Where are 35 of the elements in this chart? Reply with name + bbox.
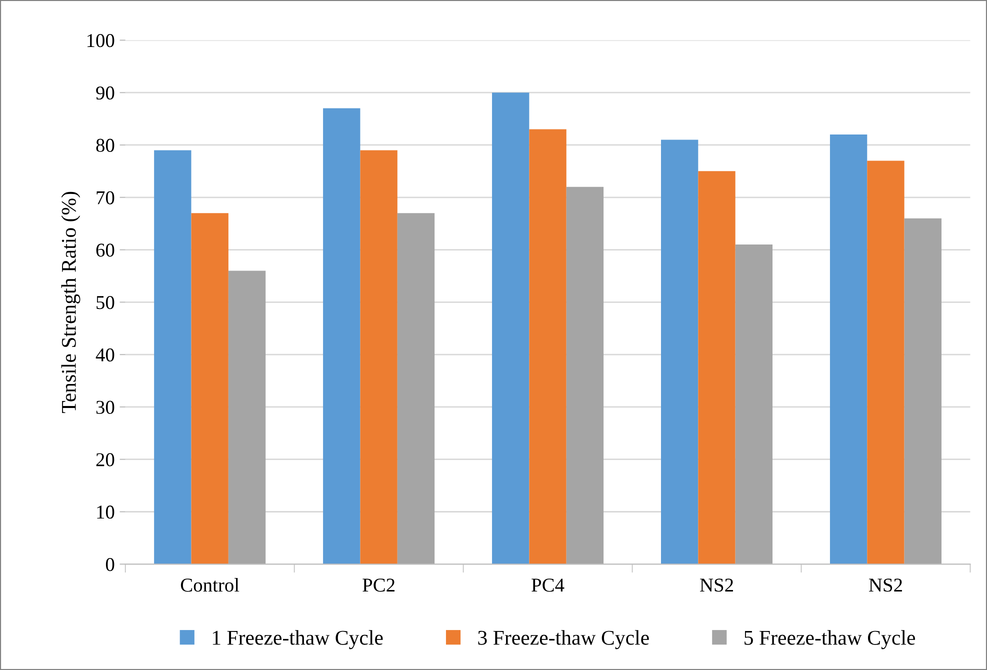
y-tick-label: 100 [87, 34, 114, 48]
bar [492, 92, 530, 564]
bar [735, 244, 773, 564]
x-tick-label: NS2 [869, 578, 902, 592]
bar [154, 150, 192, 564]
x-tick-label: NS2 [700, 578, 733, 592]
bar [698, 171, 736, 564]
y-tick-label: 50 [96, 296, 114, 310]
y-tick-label: 80 [96, 138, 114, 152]
y-axis-title: Tensile Strength Ratio (%) [61, 192, 80, 414]
y-tick-label: 30 [96, 400, 114, 414]
y-tick-label: 40 [96, 348, 114, 362]
x-tick-label: PC2 [362, 578, 394, 592]
x-tick-label: PC4 [532, 578, 564, 592]
bar [904, 218, 942, 564]
y-tick-label: 20 [96, 453, 114, 466]
bar [191, 213, 228, 564]
bar [830, 134, 868, 564]
y-tick-label: 60 [96, 244, 114, 257]
legend-label: 3 Freeze-thaw Cycle [478, 630, 649, 650]
y-tick-label: 70 [96, 191, 114, 204]
legend-label: 5 Freeze-thaw Cycle [744, 630, 915, 650]
legend-label: 1 Freeze-thaw Cycle [212, 630, 383, 650]
bar [661, 140, 698, 564]
bar [529, 129, 566, 564]
bar [867, 160, 904, 564]
bar [228, 270, 266, 564]
bar [323, 108, 360, 564]
y-tick-label: 90 [96, 86, 114, 100]
y-tick-label: 10 [97, 506, 114, 519]
x-tick-label: Control [180, 578, 240, 592]
y-tick-label: 0 [106, 558, 114, 572]
bar [360, 150, 398, 564]
bar [566, 186, 604, 564]
bar [397, 213, 435, 564]
